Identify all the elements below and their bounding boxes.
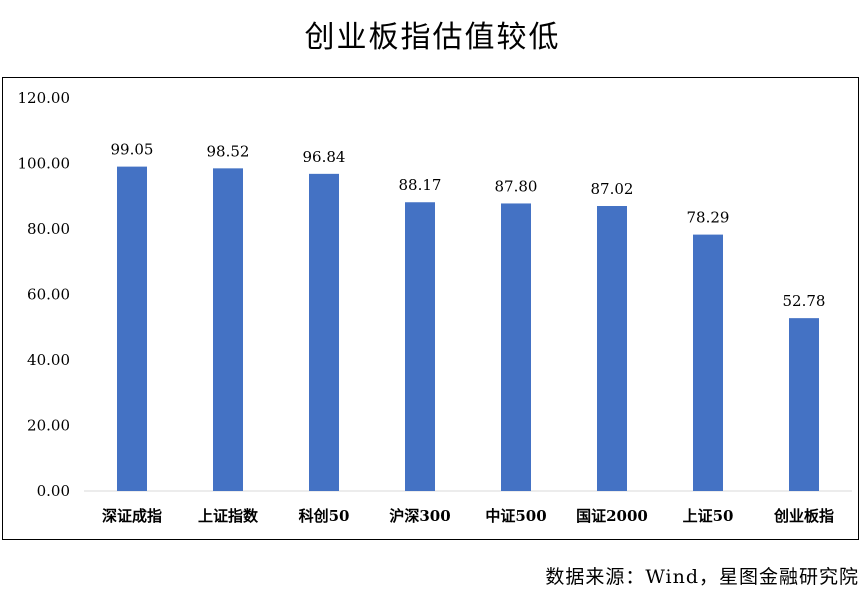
data-label: 99.05 (111, 141, 154, 159)
data-label: 87.02 (591, 180, 634, 198)
y-tick-label: 120.00 (18, 89, 71, 107)
bar (693, 234, 723, 491)
y-tick-label: 80.00 (27, 220, 70, 238)
bar (213, 168, 243, 492)
data-label: 88.17 (399, 176, 442, 194)
x-tick-label: 创业板指 (773, 507, 834, 525)
y-tick-label: 0.00 (37, 482, 70, 500)
y-tick-label: 100.00 (18, 155, 71, 173)
bar (789, 318, 819, 491)
chart-title: 创业板指估值较低 (304, 20, 561, 55)
x-tick-label: 上证指数 (198, 507, 259, 525)
bar (309, 173, 339, 491)
data-label: 87.80 (495, 177, 538, 195)
x-tick-label: 科创50 (299, 507, 350, 525)
x-tick-label: 国证2000 (576, 507, 648, 525)
x-tick-label: 中证500 (485, 507, 546, 525)
y-tick-label: 20.00 (27, 417, 70, 435)
bar (405, 202, 435, 491)
data-label: 78.29 (687, 209, 730, 227)
y-tick-label: 60.00 (27, 286, 70, 304)
x-tick-label: 沪深300 (389, 507, 450, 525)
data-label: 98.52 (207, 142, 250, 160)
bar (501, 203, 531, 491)
data-label: 52.78 (783, 292, 826, 310)
y-tick-label: 40.00 (27, 351, 70, 369)
data-source-note: 数据来源：Wind，星图金融研究院 (545, 566, 859, 588)
x-tick-label: 上证50 (683, 507, 734, 525)
bar (117, 166, 147, 491)
bar (597, 206, 627, 491)
data-label: 96.84 (303, 148, 346, 166)
x-tick-label: 深证成指 (102, 507, 162, 525)
